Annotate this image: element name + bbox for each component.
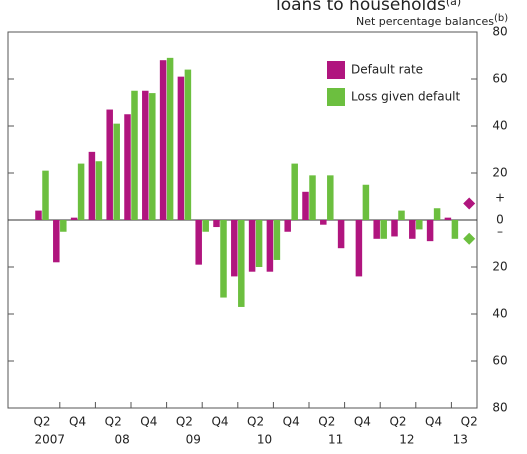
x-tick-label: Q4 (354, 415, 371, 429)
bar (362, 184, 370, 220)
x-group-label: 10 (257, 433, 272, 447)
bar (273, 220, 281, 260)
bar (355, 220, 363, 277)
x-tick-label: Q2 (461, 415, 478, 429)
bar (238, 220, 245, 307)
bar (184, 69, 192, 220)
y-tick-label: 80 (492, 401, 507, 415)
bar (302, 191, 309, 220)
bar (166, 57, 174, 220)
bar (444, 217, 452, 220)
chart-title: loans to households(a) (276, 0, 461, 15)
bar (70, 217, 78, 220)
x-tick-label: Q4 (69, 415, 86, 429)
legend-label: Loss given default (351, 90, 461, 104)
x-group-label: 09 (186, 433, 201, 447)
x-group-label: 08 (114, 433, 129, 447)
bar (42, 170, 49, 220)
bar (248, 220, 256, 272)
x-tick-label: Q2 (33, 415, 50, 429)
bar (35, 210, 42, 220)
bar (159, 60, 167, 221)
bar (77, 163, 85, 220)
x-group-label: 2007 (35, 433, 66, 447)
bar (131, 90, 138, 220)
bar (284, 220, 291, 232)
legend-swatch (327, 88, 345, 106)
y-tick-label: 40 (492, 307, 507, 321)
x-tick-label: Q4 (283, 415, 300, 429)
bar (433, 208, 441, 220)
bar (398, 210, 405, 220)
bar (373, 220, 380, 239)
x-tick-label: Q4 (425, 415, 442, 429)
bar (327, 175, 334, 220)
y-tick-label: 80 (492, 25, 507, 39)
bar (409, 220, 416, 239)
bar (220, 220, 227, 298)
bar (202, 220, 209, 232)
bar (124, 114, 131, 220)
bar (213, 220, 220, 228)
bar (320, 220, 327, 225)
y-tick-label: 0 (496, 213, 504, 227)
bar (337, 220, 345, 249)
x-tick-label: Q2 (176, 415, 193, 429)
bar (88, 151, 96, 220)
x-tick-label: Q4 (211, 415, 228, 429)
bar (426, 220, 434, 242)
projection-marker (463, 232, 476, 245)
x-group-label: 12 (399, 433, 414, 447)
bar (231, 220, 238, 277)
bar (291, 163, 298, 220)
bar (106, 109, 113, 220)
y-axis-label: Net percentage balances(b) (356, 13, 508, 28)
bar (113, 123, 120, 220)
bar (309, 175, 316, 220)
bar (142, 90, 149, 220)
x-group-label: 13 (453, 433, 468, 447)
bar (391, 220, 398, 237)
bar (416, 220, 423, 230)
sign-label: + (495, 191, 505, 205)
bar (149, 93, 156, 220)
bar (255, 220, 263, 267)
bar (60, 220, 67, 232)
x-tick-label: Q2 (389, 415, 406, 429)
y-tick-label: 20 (492, 260, 507, 274)
x-tick-label: Q2 (105, 415, 122, 429)
bar (53, 220, 60, 263)
x-tick-label: Q2 (318, 415, 335, 429)
projection-marker (463, 197, 476, 210)
y-tick-label: 40 (492, 119, 507, 133)
sign-label: – (497, 225, 503, 239)
y-tick-label: 60 (492, 72, 507, 86)
bar (95, 161, 103, 220)
bar (195, 220, 202, 265)
bar (177, 76, 185, 221)
x-tick-label: Q4 (140, 415, 157, 429)
y-tick-label: 20 (492, 166, 507, 180)
bar (266, 220, 274, 272)
bar (380, 220, 387, 239)
x-group-label: 11 (328, 433, 343, 447)
legend-label: Default rate (351, 63, 423, 77)
bar (451, 220, 459, 239)
legend-swatch (327, 61, 345, 79)
y-tick-label: 60 (492, 354, 507, 368)
x-tick-label: Q2 (247, 415, 264, 429)
